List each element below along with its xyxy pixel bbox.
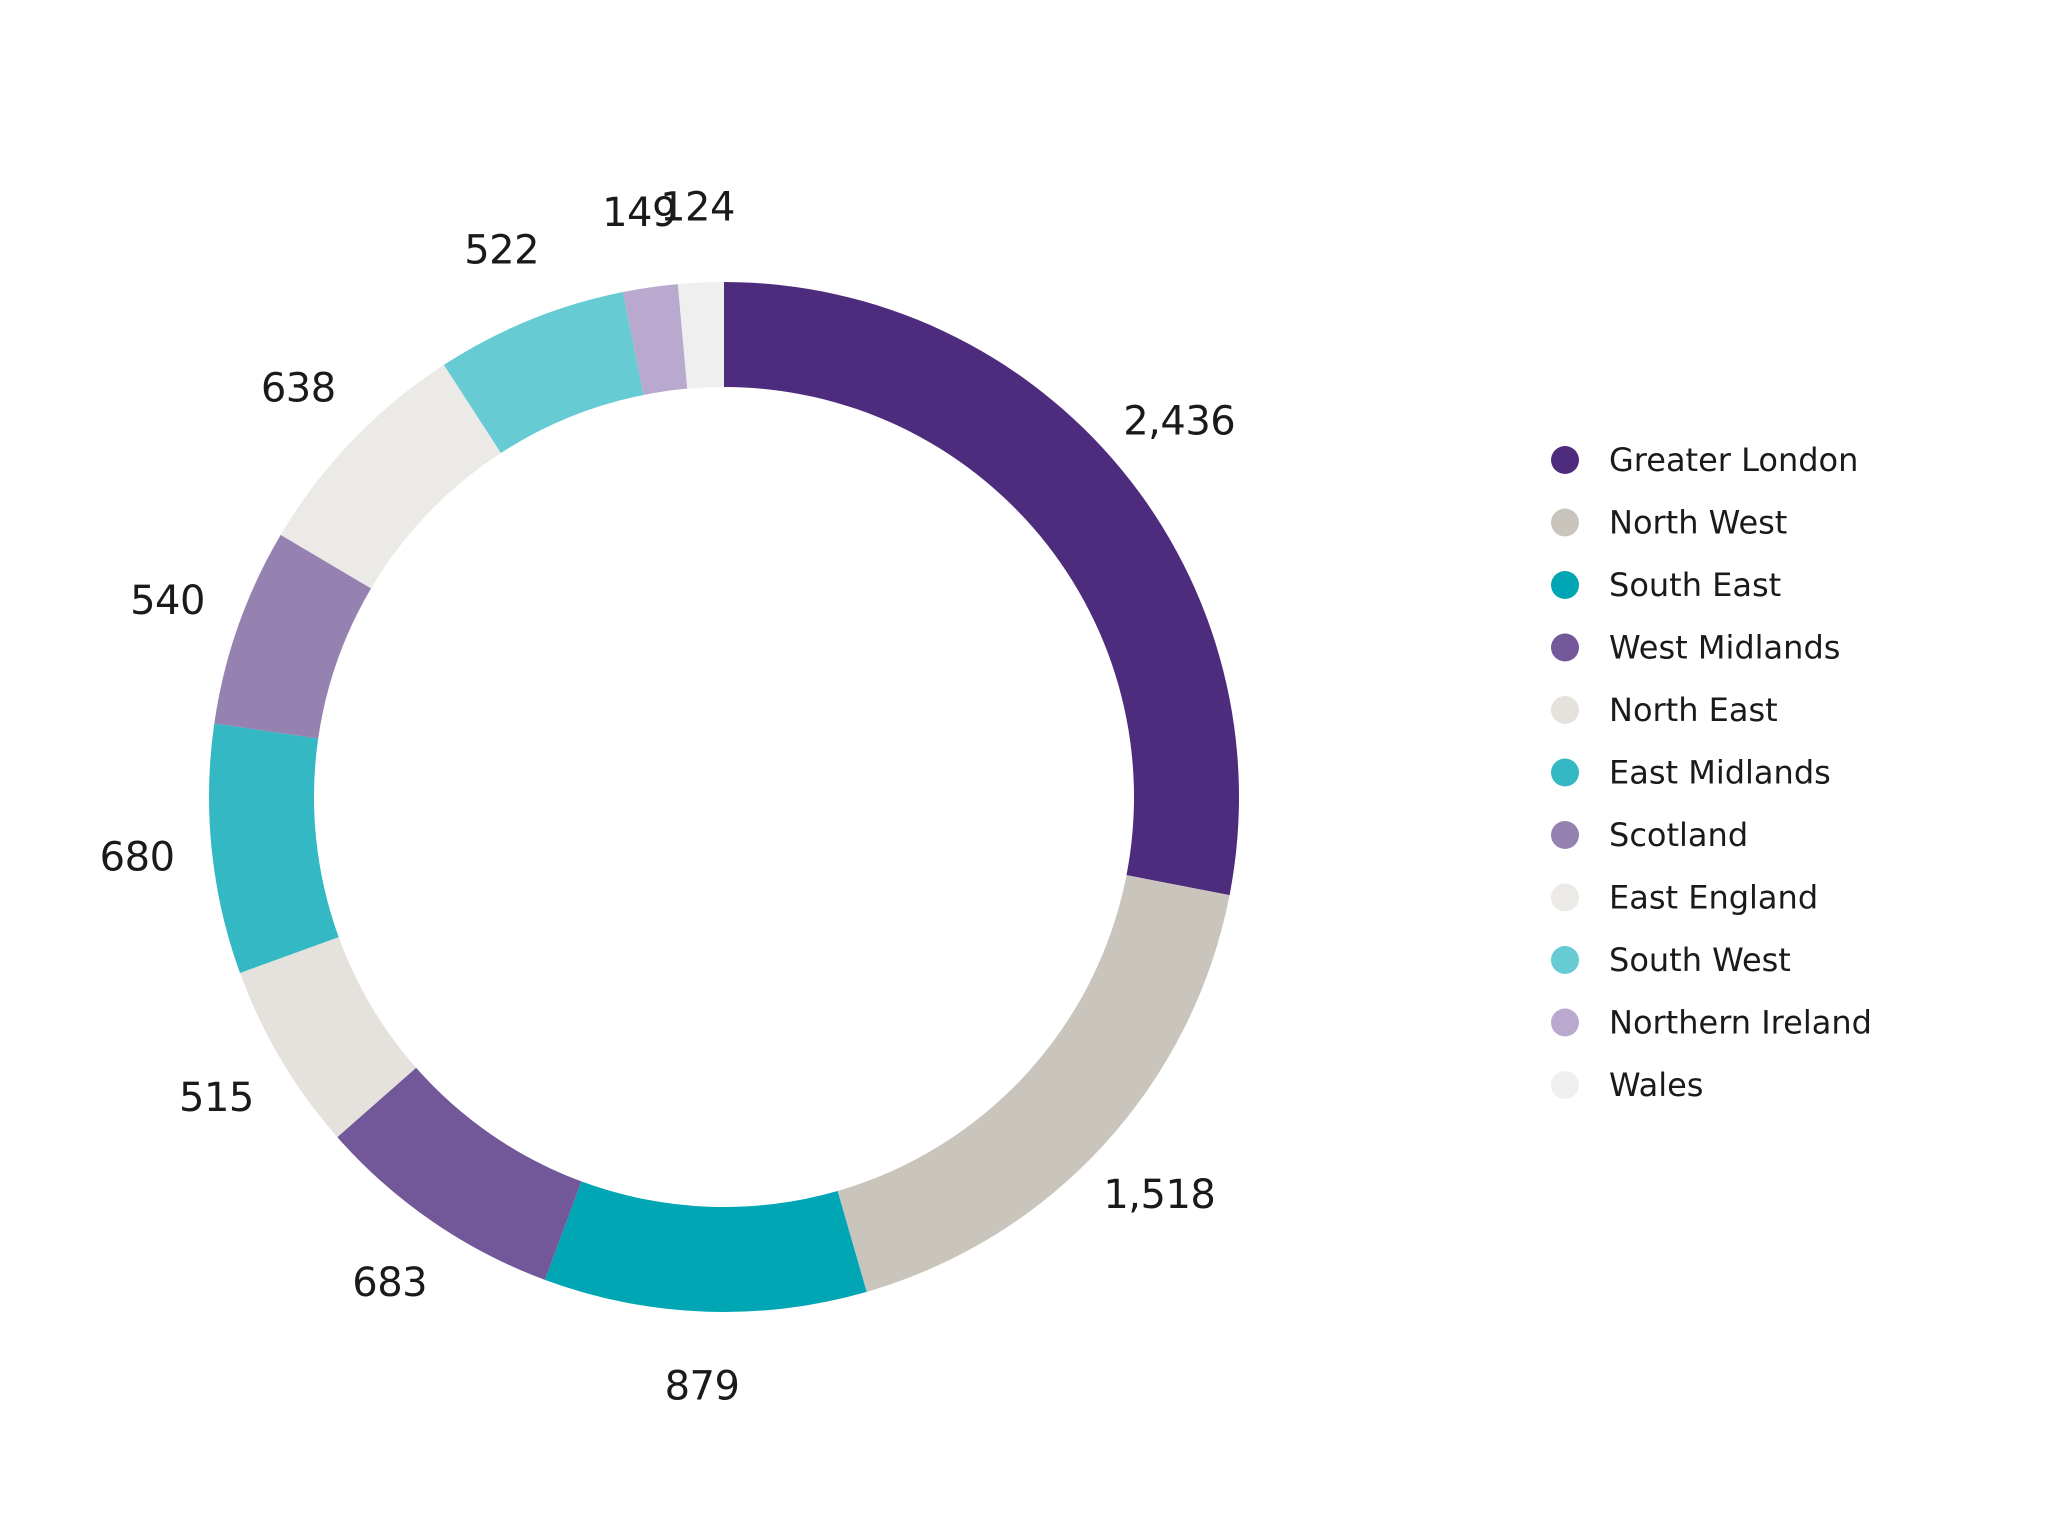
slice-northern-ireland	[622, 284, 688, 395]
legend-swatch	[1551, 946, 1579, 974]
legend-item-west-midlands: West Midlands	[1551, 629, 1840, 667]
legend-swatch	[1551, 571, 1579, 599]
legend-item-scotland: Scotland	[1551, 816, 1748, 854]
legend-label: South West	[1609, 941, 1791, 979]
legend-item-north-east: North East	[1551, 691, 1778, 729]
slice-south-east	[544, 1181, 867, 1312]
value-label-south-east: 879	[665, 1364, 740, 1410]
legend-swatch	[1551, 821, 1579, 849]
slice-east-midlands	[209, 723, 339, 973]
legend-label: West Midlands	[1609, 629, 1840, 667]
slice-west-midlands	[337, 1067, 582, 1280]
value-label-northern-ireland: 149	[602, 190, 677, 236]
legend-item-greater-london: Greater London	[1551, 441, 1858, 479]
legend-label: East England	[1609, 879, 1818, 917]
legend-swatch	[1551, 633, 1579, 662]
slice-scotland	[214, 534, 372, 739]
value-label-north-west: 1,518	[1103, 1172, 1215, 1218]
legend-item-east-england: East England	[1551, 879, 1818, 917]
slice-south-west	[443, 292, 644, 453]
legend-label: Greater London	[1609, 441, 1858, 479]
legend-swatch	[1551, 508, 1579, 537]
slice-wales	[677, 282, 724, 389]
legend-label: Northern Ireland	[1609, 1004, 1872, 1042]
legend-label: North West	[1609, 504, 1787, 542]
value-label-wales: 124	[660, 185, 735, 231]
legend-label: South East	[1609, 566, 1781, 604]
legend-item-wales: Wales	[1551, 1066, 1703, 1104]
value-label-east-midlands: 680	[100, 835, 175, 881]
slice-north-west	[837, 875, 1230, 1292]
donut-slices	[209, 282, 1239, 1312]
value-label-east-england: 638	[261, 365, 336, 411]
value-label-west-midlands: 683	[352, 1260, 427, 1306]
legend: Greater London North West South East West M…	[1551, 441, 1872, 1104]
legend-item-south-east: South East	[1551, 566, 1781, 604]
legend-swatch	[1551, 446, 1579, 474]
legend-swatch	[1551, 1008, 1579, 1037]
legend-item-northern-ireland: Northern Ireland	[1551, 1004, 1872, 1042]
legend-swatch	[1551, 1071, 1579, 1099]
legend-label: Scotland	[1609, 816, 1748, 854]
slice-north-east	[240, 937, 417, 1138]
legend-item-north-west: North West	[1551, 504, 1787, 542]
legend-item-east-midlands: East Midlands	[1551, 754, 1831, 792]
value-label-scotland: 540	[130, 578, 205, 624]
slice-greater-london	[724, 282, 1239, 896]
legend-item-south-west: South West	[1551, 941, 1791, 979]
value-label-greater-london: 2,436	[1123, 399, 1235, 445]
legend-swatch	[1551, 758, 1579, 787]
value-label-north-east: 515	[179, 1075, 254, 1121]
slice-east-england	[280, 364, 501, 589]
legend-swatch	[1551, 696, 1579, 724]
legend-label: East Midlands	[1609, 754, 1831, 792]
legend-swatch	[1551, 883, 1579, 912]
value-label-south-west: 522	[464, 227, 539, 273]
legend-label: North East	[1609, 691, 1778, 729]
legend-label: Wales	[1609, 1066, 1703, 1104]
